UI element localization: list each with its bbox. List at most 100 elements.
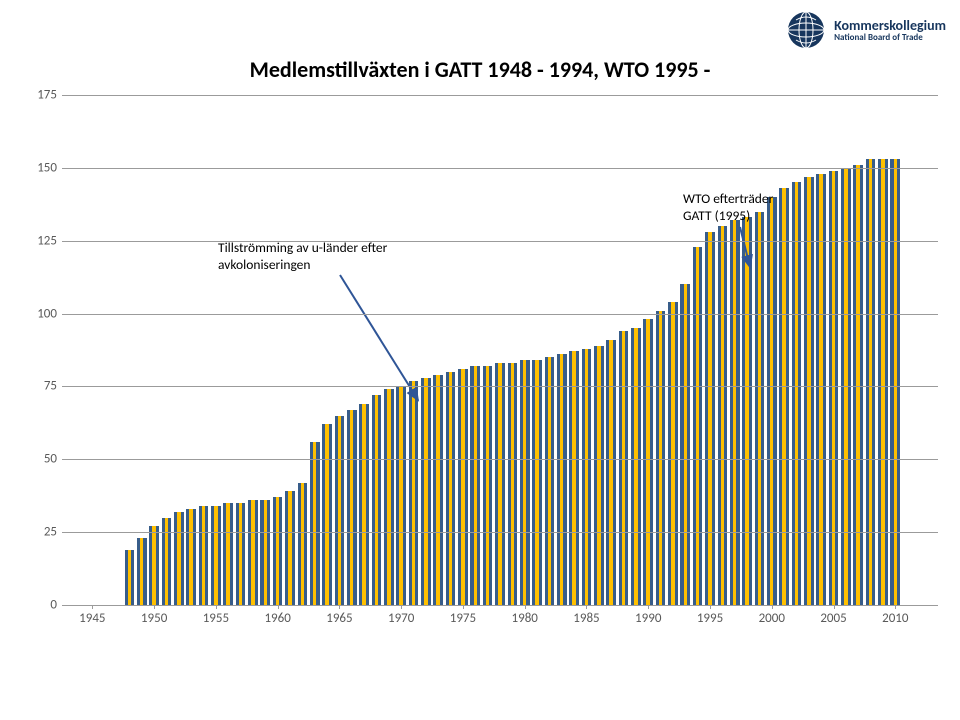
xtick-label: 1975 <box>450 605 476 626</box>
bar <box>347 410 357 605</box>
ytick-wing <box>62 459 80 460</box>
bar <box>409 381 419 605</box>
bar-stripe <box>523 360 526 605</box>
ytick-wing <box>920 605 938 606</box>
ytick-wing <box>62 605 80 606</box>
bar <box>149 526 159 605</box>
bar <box>223 503 233 605</box>
bar-stripe <box>634 328 637 605</box>
xtick-label: 1985 <box>573 605 599 626</box>
xtick-label: 1945 <box>79 605 105 626</box>
bar-stripe <box>708 232 711 605</box>
bar <box>248 500 258 605</box>
bar-stripe <box>436 375 439 605</box>
bar-stripe <box>869 159 872 605</box>
bar <box>483 366 493 605</box>
ytick-wing <box>920 532 938 533</box>
bar-stripe <box>338 416 341 605</box>
bar <box>199 506 209 605</box>
ytick-wing <box>920 168 938 169</box>
bar-stripe <box>214 506 217 605</box>
ytick-label: 0 <box>27 598 57 613</box>
bar <box>396 386 406 605</box>
logo-name: Kommerskollegium <box>834 19 946 33</box>
bar-stripe <box>622 331 625 605</box>
xtick-label: 1960 <box>264 605 290 626</box>
bar-stripe <box>733 220 736 605</box>
ytick-label: 175 <box>27 88 57 103</box>
gridline <box>80 241 920 242</box>
bar <box>384 389 394 605</box>
gridline <box>80 95 920 96</box>
bar <box>742 217 752 605</box>
bar-stripe <box>758 212 761 605</box>
bar <box>829 171 839 605</box>
bar-stripe <box>745 217 748 605</box>
bar <box>470 366 480 605</box>
ytick-wing <box>62 95 80 96</box>
bar <box>137 538 147 605</box>
bar <box>680 284 690 605</box>
bar <box>557 354 567 605</box>
bar <box>606 340 616 605</box>
bar-stripe <box>548 357 551 605</box>
bar-stripe <box>646 319 649 605</box>
ytick-wing <box>920 241 938 242</box>
annotation-wto-succeeds: WTO efterträderGATT (1995) <box>683 191 773 225</box>
bar-stripe <box>560 354 563 605</box>
ytick-wing <box>62 168 80 169</box>
annotation-decolonisation: Tillströmming av u-länder efteravkolonis… <box>218 240 387 274</box>
bar-stripe <box>474 366 477 605</box>
bar <box>594 346 604 605</box>
bar-stripe <box>535 360 538 605</box>
xtick-label: 1970 <box>388 605 414 626</box>
bar <box>520 360 530 605</box>
gridline <box>80 314 920 315</box>
bar-stripe <box>684 284 687 605</box>
bar <box>619 331 629 605</box>
bar <box>767 197 777 605</box>
gridline <box>80 386 920 387</box>
bar <box>273 497 283 605</box>
gridline <box>80 459 920 460</box>
bar-stripe <box>572 351 575 605</box>
bar <box>446 372 456 605</box>
bar-stripe <box>313 442 316 605</box>
bar <box>310 442 320 605</box>
bar <box>162 518 172 605</box>
bar <box>718 226 728 605</box>
gridline <box>80 532 920 533</box>
ytick-wing <box>920 314 938 315</box>
bar-stripe <box>782 188 785 605</box>
bar <box>878 159 888 605</box>
bar <box>322 424 332 605</box>
bar-stripe <box>894 159 897 605</box>
bar <box>174 512 184 605</box>
bar <box>656 311 666 605</box>
bar-stripe <box>659 311 662 605</box>
bar-stripe <box>819 174 822 605</box>
bar <box>569 351 579 605</box>
bar-stripe <box>128 550 131 605</box>
bar <box>643 319 653 605</box>
bar <box>508 363 518 605</box>
bar <box>495 363 505 605</box>
ytick-label: 125 <box>27 233 57 248</box>
ytick-label: 100 <box>27 306 57 321</box>
bar-stripe <box>325 424 328 605</box>
ytick-label: 75 <box>27 379 57 394</box>
bar <box>359 404 369 605</box>
bar-stripe <box>362 404 365 605</box>
ytick-wing <box>62 532 80 533</box>
xtick-label: 2000 <box>759 605 785 626</box>
gridline <box>80 168 920 169</box>
bar <box>693 247 703 605</box>
bar-stripe <box>721 226 724 605</box>
bar-stripe <box>301 483 304 605</box>
bar-stripe <box>375 395 378 605</box>
bar-stripe <box>288 491 291 605</box>
bar <box>545 357 555 605</box>
chart-title: Medlemstillväxten i GATT 1948 - 1994, WT… <box>0 56 960 83</box>
bar-stripe <box>226 503 229 605</box>
bar-stripe <box>399 386 402 605</box>
